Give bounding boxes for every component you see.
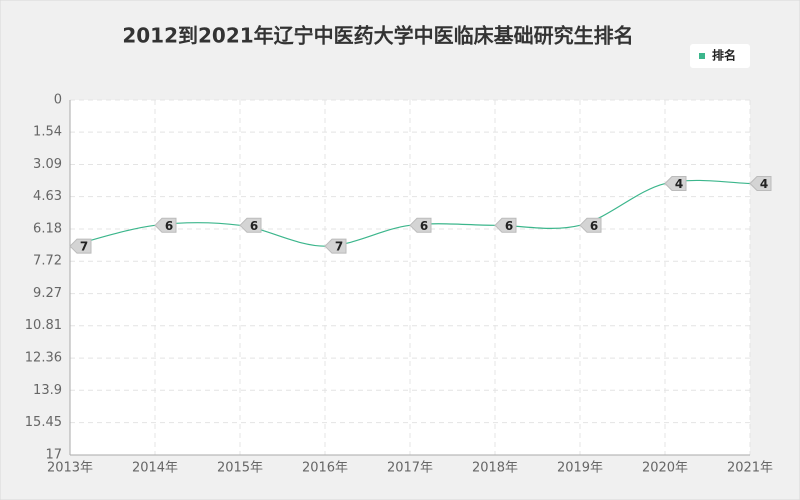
y-tick-label: 3.09 (33, 157, 62, 172)
data-label: 4 (675, 177, 683, 191)
data-label-box (239, 217, 262, 233)
x-tick-label: 2018年 (472, 461, 518, 476)
legend-marker (699, 53, 705, 59)
data-label-box (749, 176, 772, 192)
legend-label: 排名 (712, 48, 736, 63)
plot-area (70, 100, 750, 455)
data-label-box (494, 217, 517, 233)
y-tick-label: 17 (45, 448, 62, 463)
data-label: 6 (165, 219, 173, 233)
y-tick-label: 9.27 (33, 286, 62, 301)
y-tick-label: 6.18 (33, 222, 62, 237)
data-label-box (664, 176, 687, 192)
x-tick-label: 2015年 (217, 461, 263, 476)
y-tick-label: 1.54 (33, 125, 62, 140)
data-label: 6 (590, 219, 598, 233)
x-tick-label: 2014年 (132, 461, 178, 476)
y-tick-label: 13.9 (33, 383, 62, 398)
y-tick-label: 12.36 (25, 351, 62, 366)
legend (690, 44, 750, 68)
y-tick-label: 10.81 (25, 318, 62, 333)
data-label: 7 (80, 240, 88, 254)
x-tick-label: 2016年 (302, 461, 348, 476)
data-label: 6 (505, 219, 513, 233)
x-tick-label: 2020年 (642, 461, 688, 476)
data-label: 6 (420, 219, 428, 233)
y-tick-label: 4.63 (33, 189, 62, 204)
chart-title: 2012到2021年辽宁中医药大学中医临床基础研究生排名 (122, 24, 633, 48)
y-tick-label: 15.45 (25, 415, 62, 430)
x-tick-label: 2021年 (727, 461, 773, 476)
data-label-box (69, 238, 92, 254)
x-tick-label: 2019年 (557, 461, 603, 476)
y-tick-label: 7.72 (33, 254, 62, 269)
x-tick-label: 2017年 (387, 461, 433, 476)
data-label: 6 (250, 219, 258, 233)
data-label-box (409, 217, 432, 233)
data-label-box (579, 217, 602, 233)
x-tick-label: 2013年 (47, 461, 93, 476)
data-label: 7 (335, 240, 343, 254)
data-label-box (324, 238, 347, 254)
data-label: 4 (760, 177, 768, 191)
y-tick-label: 0 (54, 93, 62, 108)
data-label-box (154, 217, 177, 233)
